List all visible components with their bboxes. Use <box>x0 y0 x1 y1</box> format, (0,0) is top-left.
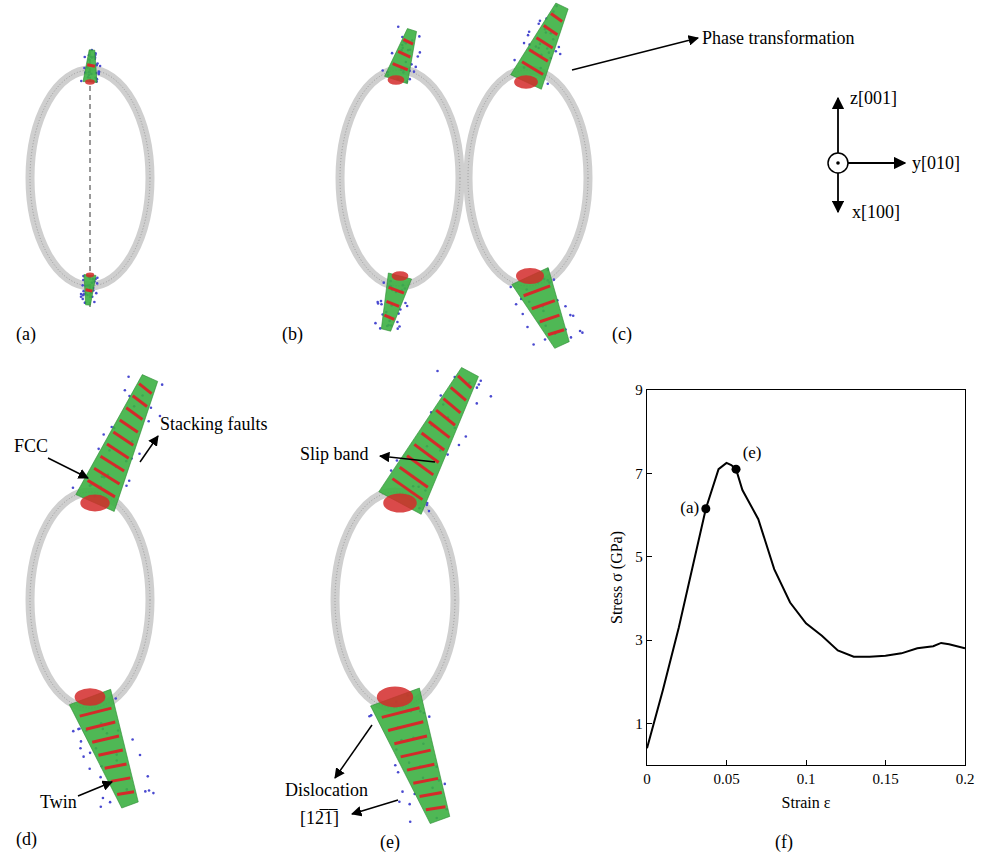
svg-text:0.05: 0.05 <box>713 771 739 787</box>
svg-text:0: 0 <box>643 771 651 787</box>
svg-text:Stacking faults: Stacking faults <box>160 414 267 434</box>
svg-text:3: 3 <box>635 632 643 648</box>
svg-text:z[001]: z[001] <box>850 88 897 108</box>
svg-text:(c): (c) <box>612 324 632 345</box>
svg-text:Slip band: Slip band <box>300 444 369 464</box>
svg-text:(d): (d) <box>16 829 37 850</box>
svg-text:5: 5 <box>635 549 643 565</box>
svg-text:1: 1 <box>635 716 643 732</box>
svg-text:Phase transformation: Phase transformation <box>702 28 854 48</box>
svg-text:(b): (b) <box>282 324 303 345</box>
svg-text:0.15: 0.15 <box>872 771 898 787</box>
svg-text:0.1: 0.1 <box>797 771 816 787</box>
svg-text:FCC: FCC <box>14 436 48 456</box>
svg-text:7: 7 <box>635 466 643 482</box>
svg-text:Twin: Twin <box>40 792 77 812</box>
svg-text:x[100]: x[100] <box>852 202 900 222</box>
svg-text:Stress σ (GPa): Stress σ (GPa) <box>608 531 626 624</box>
svg-text:Dislocation: Dislocation <box>285 780 368 800</box>
svg-text:y[010]: y[010] <box>912 153 960 173</box>
svg-text:Strain ε: Strain ε <box>782 794 831 811</box>
svg-text:(e): (e) <box>743 443 762 462</box>
svg-text:(a): (a) <box>680 498 699 517</box>
svg-text:9: 9 <box>635 382 643 398</box>
svg-text:0.2: 0.2 <box>956 771 975 787</box>
svg-text:(e): (e) <box>380 832 400 853</box>
svg-text:(a): (a) <box>16 324 36 345</box>
svg-text:[12̅1̅]: [12̅1̅] <box>300 808 339 828</box>
svg-text:(f): (f) <box>775 832 793 853</box>
